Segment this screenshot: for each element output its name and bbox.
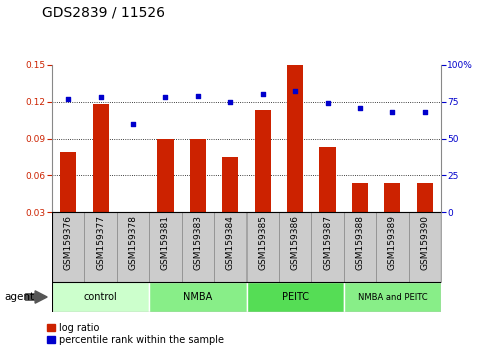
Bar — [52, 212, 85, 282]
Bar — [384, 183, 400, 212]
Point — [97, 95, 104, 100]
Point — [324, 101, 331, 106]
Point — [129, 121, 137, 127]
Bar — [214, 212, 246, 282]
Point — [291, 88, 299, 94]
Bar — [344, 282, 441, 312]
Bar — [117, 212, 149, 282]
Text: PEITC: PEITC — [282, 292, 309, 302]
Bar — [222, 157, 239, 212]
Point — [388, 109, 396, 115]
Bar — [157, 138, 173, 212]
Point — [162, 95, 170, 100]
Bar — [352, 183, 368, 212]
Point — [227, 99, 234, 104]
Text: NMBA: NMBA — [183, 292, 213, 302]
Bar — [319, 147, 336, 212]
Text: GSM159386: GSM159386 — [291, 216, 299, 270]
Text: GDS2839 / 11526: GDS2839 / 11526 — [43, 5, 165, 19]
Bar — [246, 212, 279, 282]
Bar — [182, 212, 214, 282]
Bar — [376, 212, 409, 282]
Text: GSM159377: GSM159377 — [96, 216, 105, 270]
Bar — [409, 212, 441, 282]
Bar — [93, 104, 109, 212]
Point — [421, 109, 428, 115]
Bar — [149, 282, 246, 312]
Bar — [60, 152, 76, 212]
Text: GSM159378: GSM159378 — [128, 216, 138, 270]
Text: GSM159385: GSM159385 — [258, 216, 267, 270]
Bar — [125, 212, 141, 233]
Bar — [246, 282, 344, 312]
Bar — [279, 212, 312, 282]
Text: NMBA and PEITC: NMBA and PEITC — [357, 292, 427, 302]
Point — [259, 92, 267, 97]
Bar — [85, 212, 117, 282]
Legend: log ratio, percentile rank within the sample: log ratio, percentile rank within the sa… — [47, 323, 224, 345]
Bar — [287, 65, 303, 212]
Text: GSM159381: GSM159381 — [161, 216, 170, 270]
Text: GSM159376: GSM159376 — [64, 216, 73, 270]
Text: GSM159390: GSM159390 — [420, 216, 429, 270]
Point — [194, 93, 202, 99]
Point — [356, 105, 364, 110]
Text: GSM159388: GSM159388 — [355, 216, 365, 270]
Bar — [344, 212, 376, 282]
Bar — [190, 138, 206, 212]
Text: agent: agent — [5, 292, 35, 302]
Point — [64, 96, 72, 102]
Text: control: control — [84, 292, 117, 302]
Text: GSM159384: GSM159384 — [226, 216, 235, 270]
Text: GSM159389: GSM159389 — [388, 216, 397, 270]
Bar — [52, 282, 149, 312]
Bar — [255, 110, 271, 212]
Text: GSM159387: GSM159387 — [323, 216, 332, 270]
Bar — [149, 212, 182, 282]
Bar — [417, 183, 433, 212]
Bar — [312, 212, 344, 282]
Text: GSM159383: GSM159383 — [193, 216, 202, 270]
